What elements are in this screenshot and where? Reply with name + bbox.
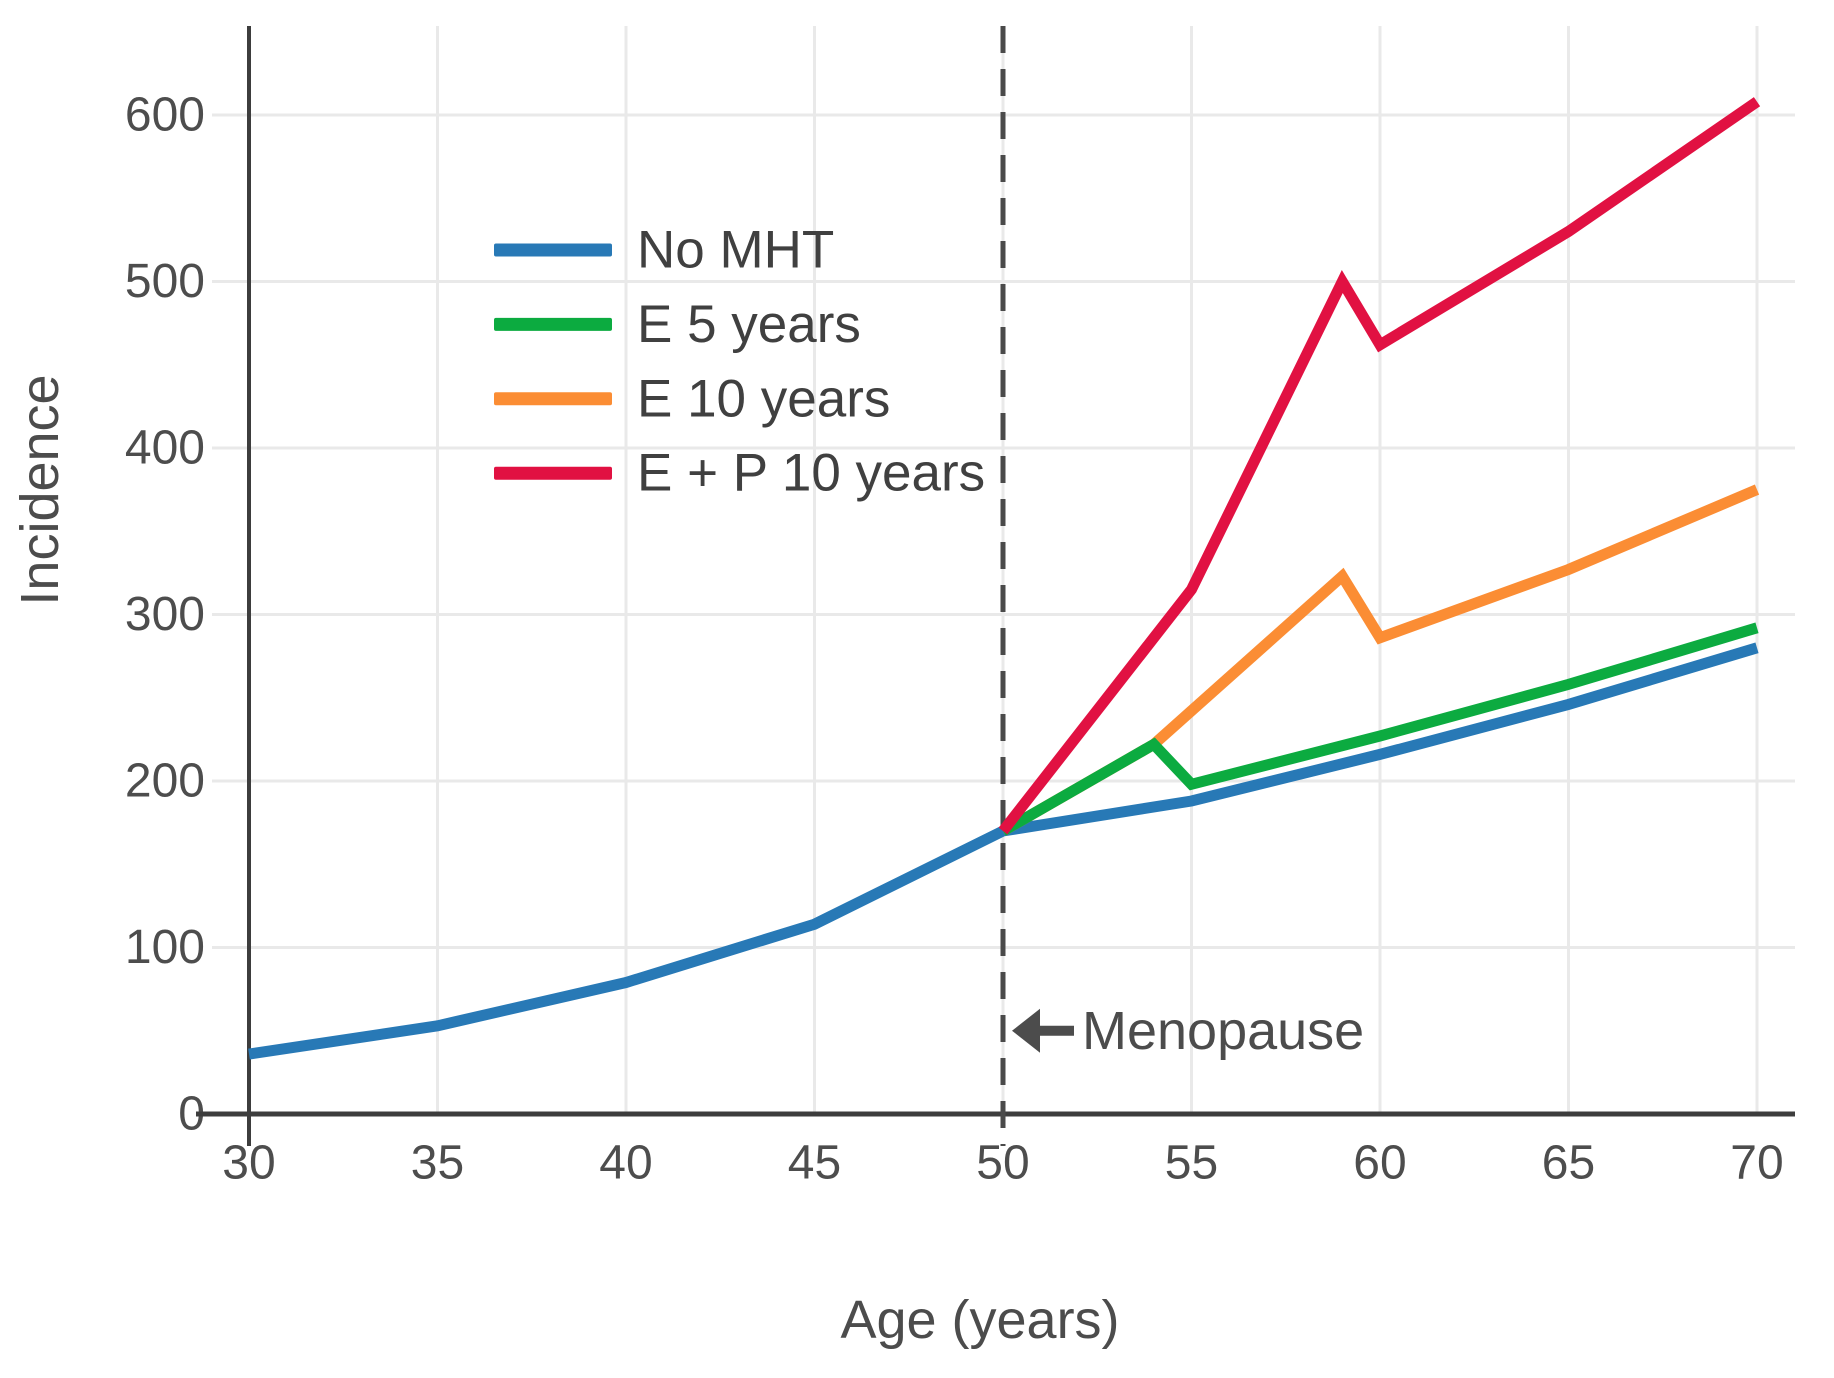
- legend-swatch-e-10-years: [494, 392, 612, 406]
- y-axis-title: Incidence: [10, 374, 70, 605]
- series-line-e-5-years: [1000, 622, 1759, 836]
- x-tick-label-45: 45: [788, 1137, 841, 1190]
- series-line-e-p-10-years: [998, 97, 1761, 835]
- legend-label-e-5-years: E 5 years: [637, 295, 861, 354]
- legend-swatch-no-mht: [494, 243, 612, 257]
- x-tick-label-70: 70: [1730, 1137, 1783, 1190]
- x-axis-title: Age (years): [840, 1290, 1119, 1350]
- y-tick-label-600: 600: [125, 89, 205, 142]
- y-tick-label-500: 500: [125, 255, 205, 308]
- x-tick-label-65: 65: [1542, 1137, 1595, 1190]
- y-tick-label-100: 100: [125, 921, 205, 974]
- menopause-label: Menopause: [1082, 1001, 1364, 1061]
- legend-swatch-e-5-years: [494, 317, 612, 331]
- legend-label-e-p-10-years: E + P 10 years: [637, 444, 985, 503]
- menopause-arrow-icon: [1012, 1008, 1040, 1053]
- legend-swatch-e-p-10-years: [494, 466, 612, 480]
- legend-label-no-mht: No MHT: [637, 221, 834, 280]
- y-tick-label-200: 200: [125, 755, 205, 808]
- x-tick-label-35: 35: [411, 1137, 464, 1190]
- x-tick-label-55: 55: [1165, 1137, 1218, 1190]
- x-tick-label-40: 40: [599, 1137, 652, 1190]
- y-tick-label-400: 400: [125, 422, 205, 475]
- y-tick-label-300: 300: [125, 588, 205, 641]
- x-tick-label-60: 60: [1353, 1137, 1406, 1190]
- legend-label-e-10-years: E 10 years: [637, 369, 890, 428]
